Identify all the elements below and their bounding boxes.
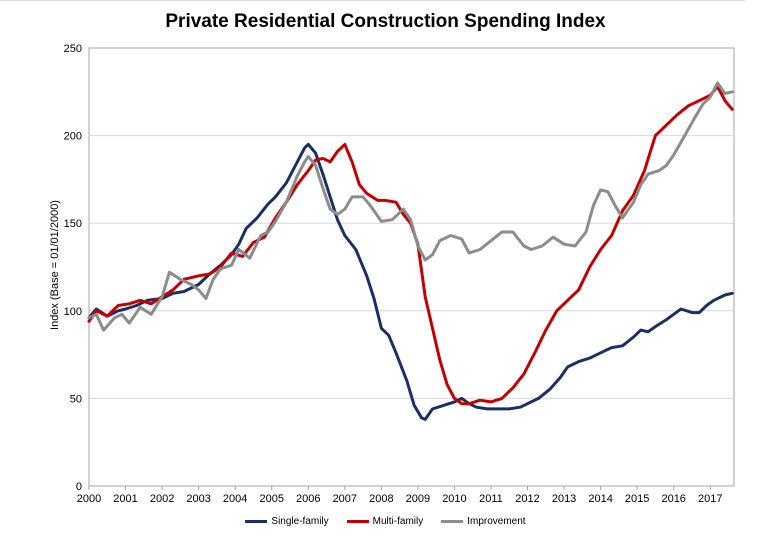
x-tick-label: 2007 [333,493,357,505]
x-axis: 2000 2001 2002 2003 2004 2005 2006 2007 2008 2009… [77,486,722,505]
chart-title: Private Residential Construction Spendin… [165,11,606,32]
x-tick-label: 2005 [259,493,283,505]
legend-item-improvement: Improvement [441,516,526,527]
y-tick-label: 200 [64,131,82,143]
x-tick-label: 2008 [369,493,393,505]
y-tick-label: 50 [70,393,82,405]
legend-item-single-family: Single-family [245,516,329,527]
legend: Single-family Multi-family Improvement [0,516,771,527]
x-tick-label: 2017 [698,493,722,505]
legend-swatch-improvement [441,520,464,523]
series-line-improvement [87,81,734,332]
x-tick-label: 2000 [77,493,101,505]
x-tick-label: 2001 [113,493,137,505]
x-tick-label: 2003 [186,493,210,505]
x-tick-label: 2013 [552,493,576,505]
chart-svg: 0 50 100 150 200 250 2000 2001 2002 2003 2004 2005… [64,43,735,505]
x-tick-label: 2002 [150,493,174,505]
y-axis: 0 50 100 150 200 250 [64,43,82,493]
series-line-multi-family [87,85,734,406]
legend-swatch-multi-family [346,520,369,523]
x-tick-label: 2010 [442,493,466,505]
legend-label-single-family: Single-family [271,516,329,527]
y-tick-label: 100 [64,306,82,318]
y-tick-label: 150 [64,218,82,230]
x-tick-label: 2009 [406,493,430,505]
legend-swatch-single-family [245,520,268,523]
gridlines [89,135,734,399]
series-lines [87,81,734,421]
x-tick-label: 2004 [223,493,247,505]
x-tick-label: 2015 [625,493,649,505]
plot-area [88,47,735,487]
top-border [0,0,745,1]
x-tick-label: 2011 [479,493,503,505]
x-tick-label: 2014 [588,493,612,505]
x-tick-label: 2012 [515,493,539,505]
x-tick-label: 2006 [296,493,320,505]
legend-label-multi-family: Multi-family [372,516,424,527]
y-tick-label: 250 [64,43,82,55]
x-tick-label: 2016 [661,493,685,505]
legend-item-multi-family: Multi-family [346,516,424,527]
legend-label-improvement: Improvement [467,516,526,527]
y-tick-label: 0 [76,481,82,493]
